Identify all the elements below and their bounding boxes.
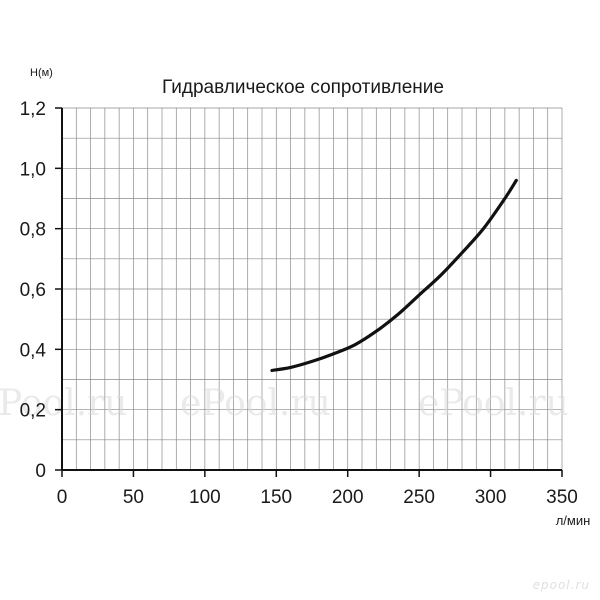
watermark-text: Pool.ru (0, 383, 127, 424)
x-tick-label: 0 (57, 487, 68, 508)
y-axis-label: Н(м) (30, 67, 53, 79)
watermark-text: ePool.ru (180, 383, 331, 424)
x-tick-label: 350 (546, 487, 578, 508)
x-tick-label: 200 (332, 487, 364, 508)
y-tick-labels: 0 0,2 0,4 0,6 0,8 1,0 1,2 (20, 99, 47, 482)
y-tick-label: 0,6 (20, 280, 46, 301)
watermark-text: ePool.ru (418, 383, 569, 424)
series-layer (270, 178, 518, 373)
y-tick-label: 0,2 (20, 401, 46, 422)
axes (55, 107, 563, 477)
y-tick-label: 0,4 (20, 340, 47, 361)
y-tick-label: 1,2 (20, 99, 46, 120)
y-tick-label: 1,0 (20, 159, 46, 180)
x-axis-label: л/мин (556, 513, 591, 528)
grid (61, 107, 563, 471)
chart-title: Гидравлическое сопротивление (162, 77, 444, 98)
x-tick-label: 300 (475, 487, 507, 508)
site-logo: epool.ru (532, 578, 590, 592)
x-tick-labels: 0 50 100 150 200 250 300 350 (57, 487, 578, 508)
x-tick-label: 250 (403, 487, 435, 508)
x-tick-label: 150 (260, 487, 292, 508)
y-tick-label: 0 (35, 461, 46, 482)
resistance-curve (270, 178, 518, 373)
x-tick-label: 50 (123, 487, 144, 508)
watermark-layer: Pool.ru ePool.ru ePool.ru (0, 383, 569, 424)
y-tick-label: 0,8 (20, 220, 46, 241)
x-tick-label: 100 (189, 487, 221, 508)
